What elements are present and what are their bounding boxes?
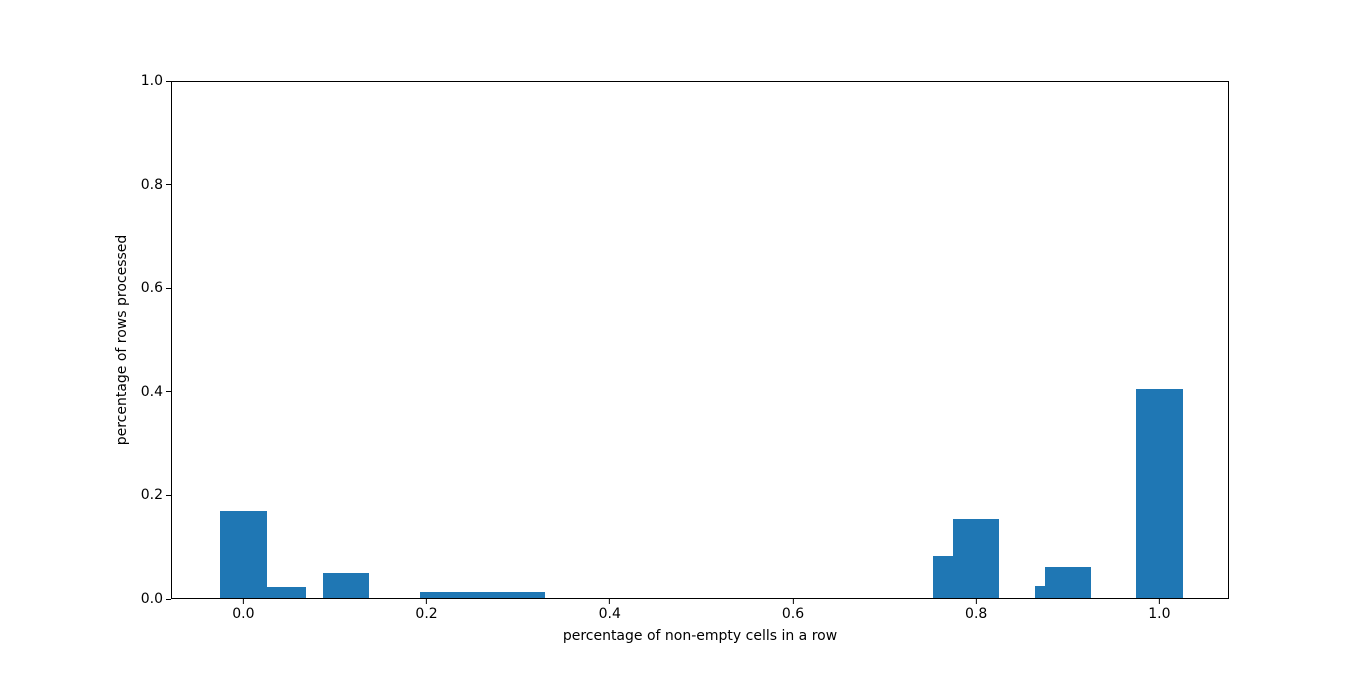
y-tick-label: 0.0 — [140, 591, 163, 607]
y-tick-mark — [166, 391, 171, 393]
histogram-bar — [419, 591, 546, 598]
y-tick: 0.4 — [141, 385, 171, 399]
y-tick-label: 0.2 — [140, 487, 163, 504]
x-tick: 0.2 — [415, 599, 438, 622]
y-tick-label: 0.4 — [140, 383, 163, 400]
x-tick-label: 0.4 — [598, 606, 621, 622]
histogram-bar — [1135, 389, 1184, 598]
y-tick: 0.0 — [141, 592, 171, 606]
x-tick-mark — [242, 599, 244, 604]
y-tick-label: 0.8 — [140, 176, 163, 193]
y-tick: 1.0 — [141, 74, 171, 88]
y-axis-ticks: 0.0 0.2 0.4 0.6 0.8 1.0 — [0, 74, 171, 606]
y-tick: 0.8 — [141, 178, 171, 192]
x-tick-mark — [426, 599, 428, 604]
y-tick-mark — [166, 598, 171, 600]
x-tick-mark — [1158, 599, 1160, 604]
histogram-bar — [1035, 586, 1046, 598]
histogram-bar — [267, 586, 307, 598]
histogram-bar — [322, 572, 370, 598]
x-tick: 0.0 — [232, 599, 254, 621]
y-tick: 0.2 — [141, 488, 171, 502]
histogram-bar — [219, 511, 268, 598]
x-tick-label: 1.0 — [1148, 606, 1171, 622]
histogram-bar — [952, 518, 1000, 598]
y-tick-label: 0.6 — [140, 280, 163, 297]
x-tick-label: 0.6 — [781, 606, 805, 622]
x-tick: 1.0 — [1148, 599, 1171, 622]
plot-area — [171, 81, 1229, 599]
x-tick: 0.4 — [599, 599, 621, 621]
y-tick-label: 1.0 — [140, 73, 163, 89]
x-tick-label: 0.0 — [232, 606, 255, 622]
y-tick: 0.6 — [141, 281, 171, 295]
histogram-bar — [1045, 566, 1091, 598]
y-axis-label: percentage of rows processed — [114, 234, 130, 446]
x-tick-mark — [609, 599, 611, 604]
x-tick-mark — [792, 599, 794, 604]
x-axis-ticks: 0.0 0.2 0.4 0.6 0.8 1.0 — [171, 599, 1229, 629]
x-tick: 0.8 — [965, 599, 987, 621]
x-axis-label: percentage of non-empty cells in a row — [562, 628, 838, 644]
y-tick-mark — [166, 287, 171, 289]
x-tick-label: 0.8 — [965, 606, 988, 622]
histogram-bar — [932, 555, 953, 598]
x-tick-label: 0.2 — [415, 606, 438, 622]
y-tick-mark — [166, 184, 171, 186]
y-tick-mark — [166, 494, 171, 496]
x-tick: 0.6 — [782, 599, 804, 621]
x-tick-mark — [975, 599, 977, 604]
y-tick-mark — [166, 80, 171, 82]
